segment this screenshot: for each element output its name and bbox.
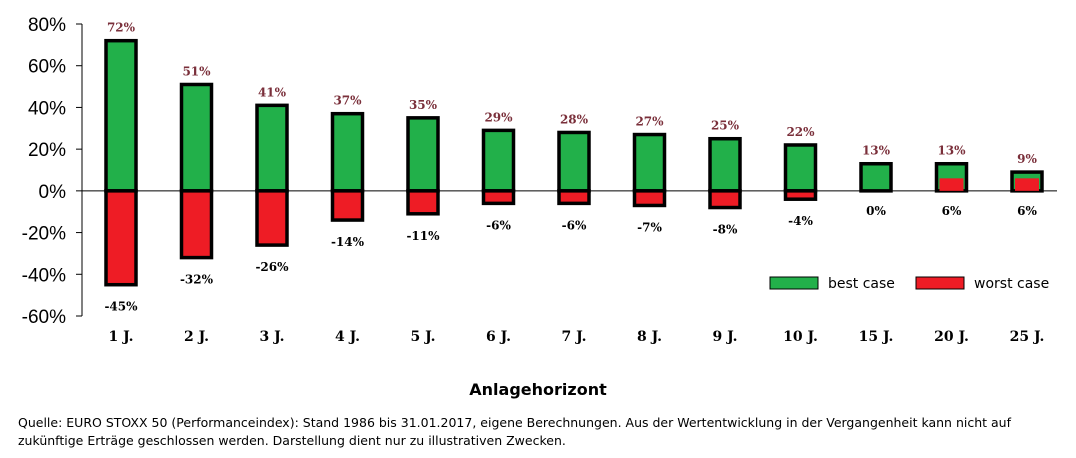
bar-best — [481, 128, 516, 193]
bar-worst — [406, 189, 440, 216]
x-tick-label: 10 J. — [783, 329, 818, 345]
best-value-label: 25% — [711, 119, 740, 133]
bar-best — [708, 136, 742, 193]
best-value-label: 35% — [409, 98, 438, 112]
y-tick-label: -20% — [22, 224, 66, 245]
legend-label-worst: worst case — [974, 276, 1049, 292]
x-tick-label: 1 J. — [108, 329, 133, 345]
bar-worst — [104, 189, 138, 287]
y-tick-label: 20% — [28, 140, 66, 161]
worst-value-label: -26% — [255, 260, 289, 274]
worst-value-label: -6% — [562, 218, 587, 232]
bar-worst — [255, 189, 289, 247]
worst-value-label: -6% — [486, 218, 511, 232]
best-value-label: 13% — [862, 144, 891, 158]
y-tick-label: 40% — [28, 98, 66, 119]
bar-worst — [557, 189, 591, 206]
source-note: Quelle: EURO STOXX 50 (Performanceindex)… — [18, 415, 1011, 448]
worst-value-label: -14% — [331, 235, 365, 249]
x-tick-label: 9 J. — [712, 329, 737, 345]
legend-swatch-best — [769, 276, 819, 290]
bar-best — [557, 130, 591, 193]
worst-value-label: 0% — [866, 204, 886, 218]
x-axis-title: Anlagehorizont — [469, 380, 607, 399]
worst-value-label: -4% — [788, 214, 813, 228]
bar-best — [330, 111, 365, 193]
bar-worst — [1015, 178, 1039, 191]
bar-best — [859, 161, 893, 193]
bar-chart: 80% 60% 40% 20% 0% -20% -40% -60% 72% -45% 1 J. 51%… — [22, 15, 1057, 345]
y-tick-label: -40% — [22, 265, 66, 286]
worst-value-label: -7% — [637, 220, 662, 234]
x-tick-label: 2 J. — [184, 329, 209, 345]
x-tick-label: 20 J. — [934, 329, 969, 345]
x-tick-label: 8 J. — [637, 329, 662, 345]
x-tick-label: 4 J. — [335, 329, 360, 345]
x-tick-label: 5 J. — [410, 329, 435, 345]
bar-worst — [179, 189, 214, 260]
best-value-label: 72% — [107, 21, 136, 35]
worst-value-label: -32% — [180, 273, 214, 287]
bar-best — [255, 103, 289, 193]
x-tick-label: 3 J. — [259, 329, 284, 345]
bar-best — [783, 143, 818, 193]
bar-worst — [783, 189, 818, 201]
bar-best — [179, 82, 214, 193]
legend-label-best: best case — [828, 276, 895, 292]
best-value-label: 41% — [258, 85, 287, 99]
best-value-label: 22% — [786, 125, 815, 139]
legend-swatch-worst — [915, 276, 965, 290]
bar-worst — [481, 189, 516, 206]
bar-worst — [632, 189, 667, 208]
y-tick-label: 60% — [28, 57, 66, 78]
worst-value-label: -11% — [406, 229, 440, 243]
best-value-label: 27% — [635, 115, 664, 129]
bar-best — [104, 38, 138, 193]
best-value-label: 28% — [560, 112, 589, 126]
best-value-label: 9% — [1017, 152, 1037, 166]
best-value-label: 29% — [484, 110, 513, 124]
y-tick-label: 0% — [39, 182, 67, 203]
bar-worst — [330, 189, 365, 222]
y-tick-label: 80% — [28, 15, 66, 36]
x-tick-label: 7 J. — [561, 329, 586, 345]
bar-worst — [708, 189, 742, 210]
bar-worst — [939, 178, 964, 191]
worst-value-label: -45% — [104, 300, 138, 314]
x-tick-label: 25 J. — [1010, 329, 1045, 345]
bar-best — [406, 116, 440, 193]
x-tick-label: 6 J. — [486, 329, 511, 345]
best-value-label: 37% — [333, 94, 362, 108]
best-value-label: 13% — [937, 144, 966, 158]
worst-value-label: 6% — [1017, 204, 1037, 218]
y-tick-label: -60% — [22, 307, 66, 328]
best-value-label: 51% — [182, 64, 211, 78]
x-tick-label: 15 J. — [859, 329, 894, 345]
bar-best — [632, 132, 667, 193]
worst-value-label: -8% — [713, 223, 738, 237]
worst-value-label: 6% — [942, 204, 962, 218]
